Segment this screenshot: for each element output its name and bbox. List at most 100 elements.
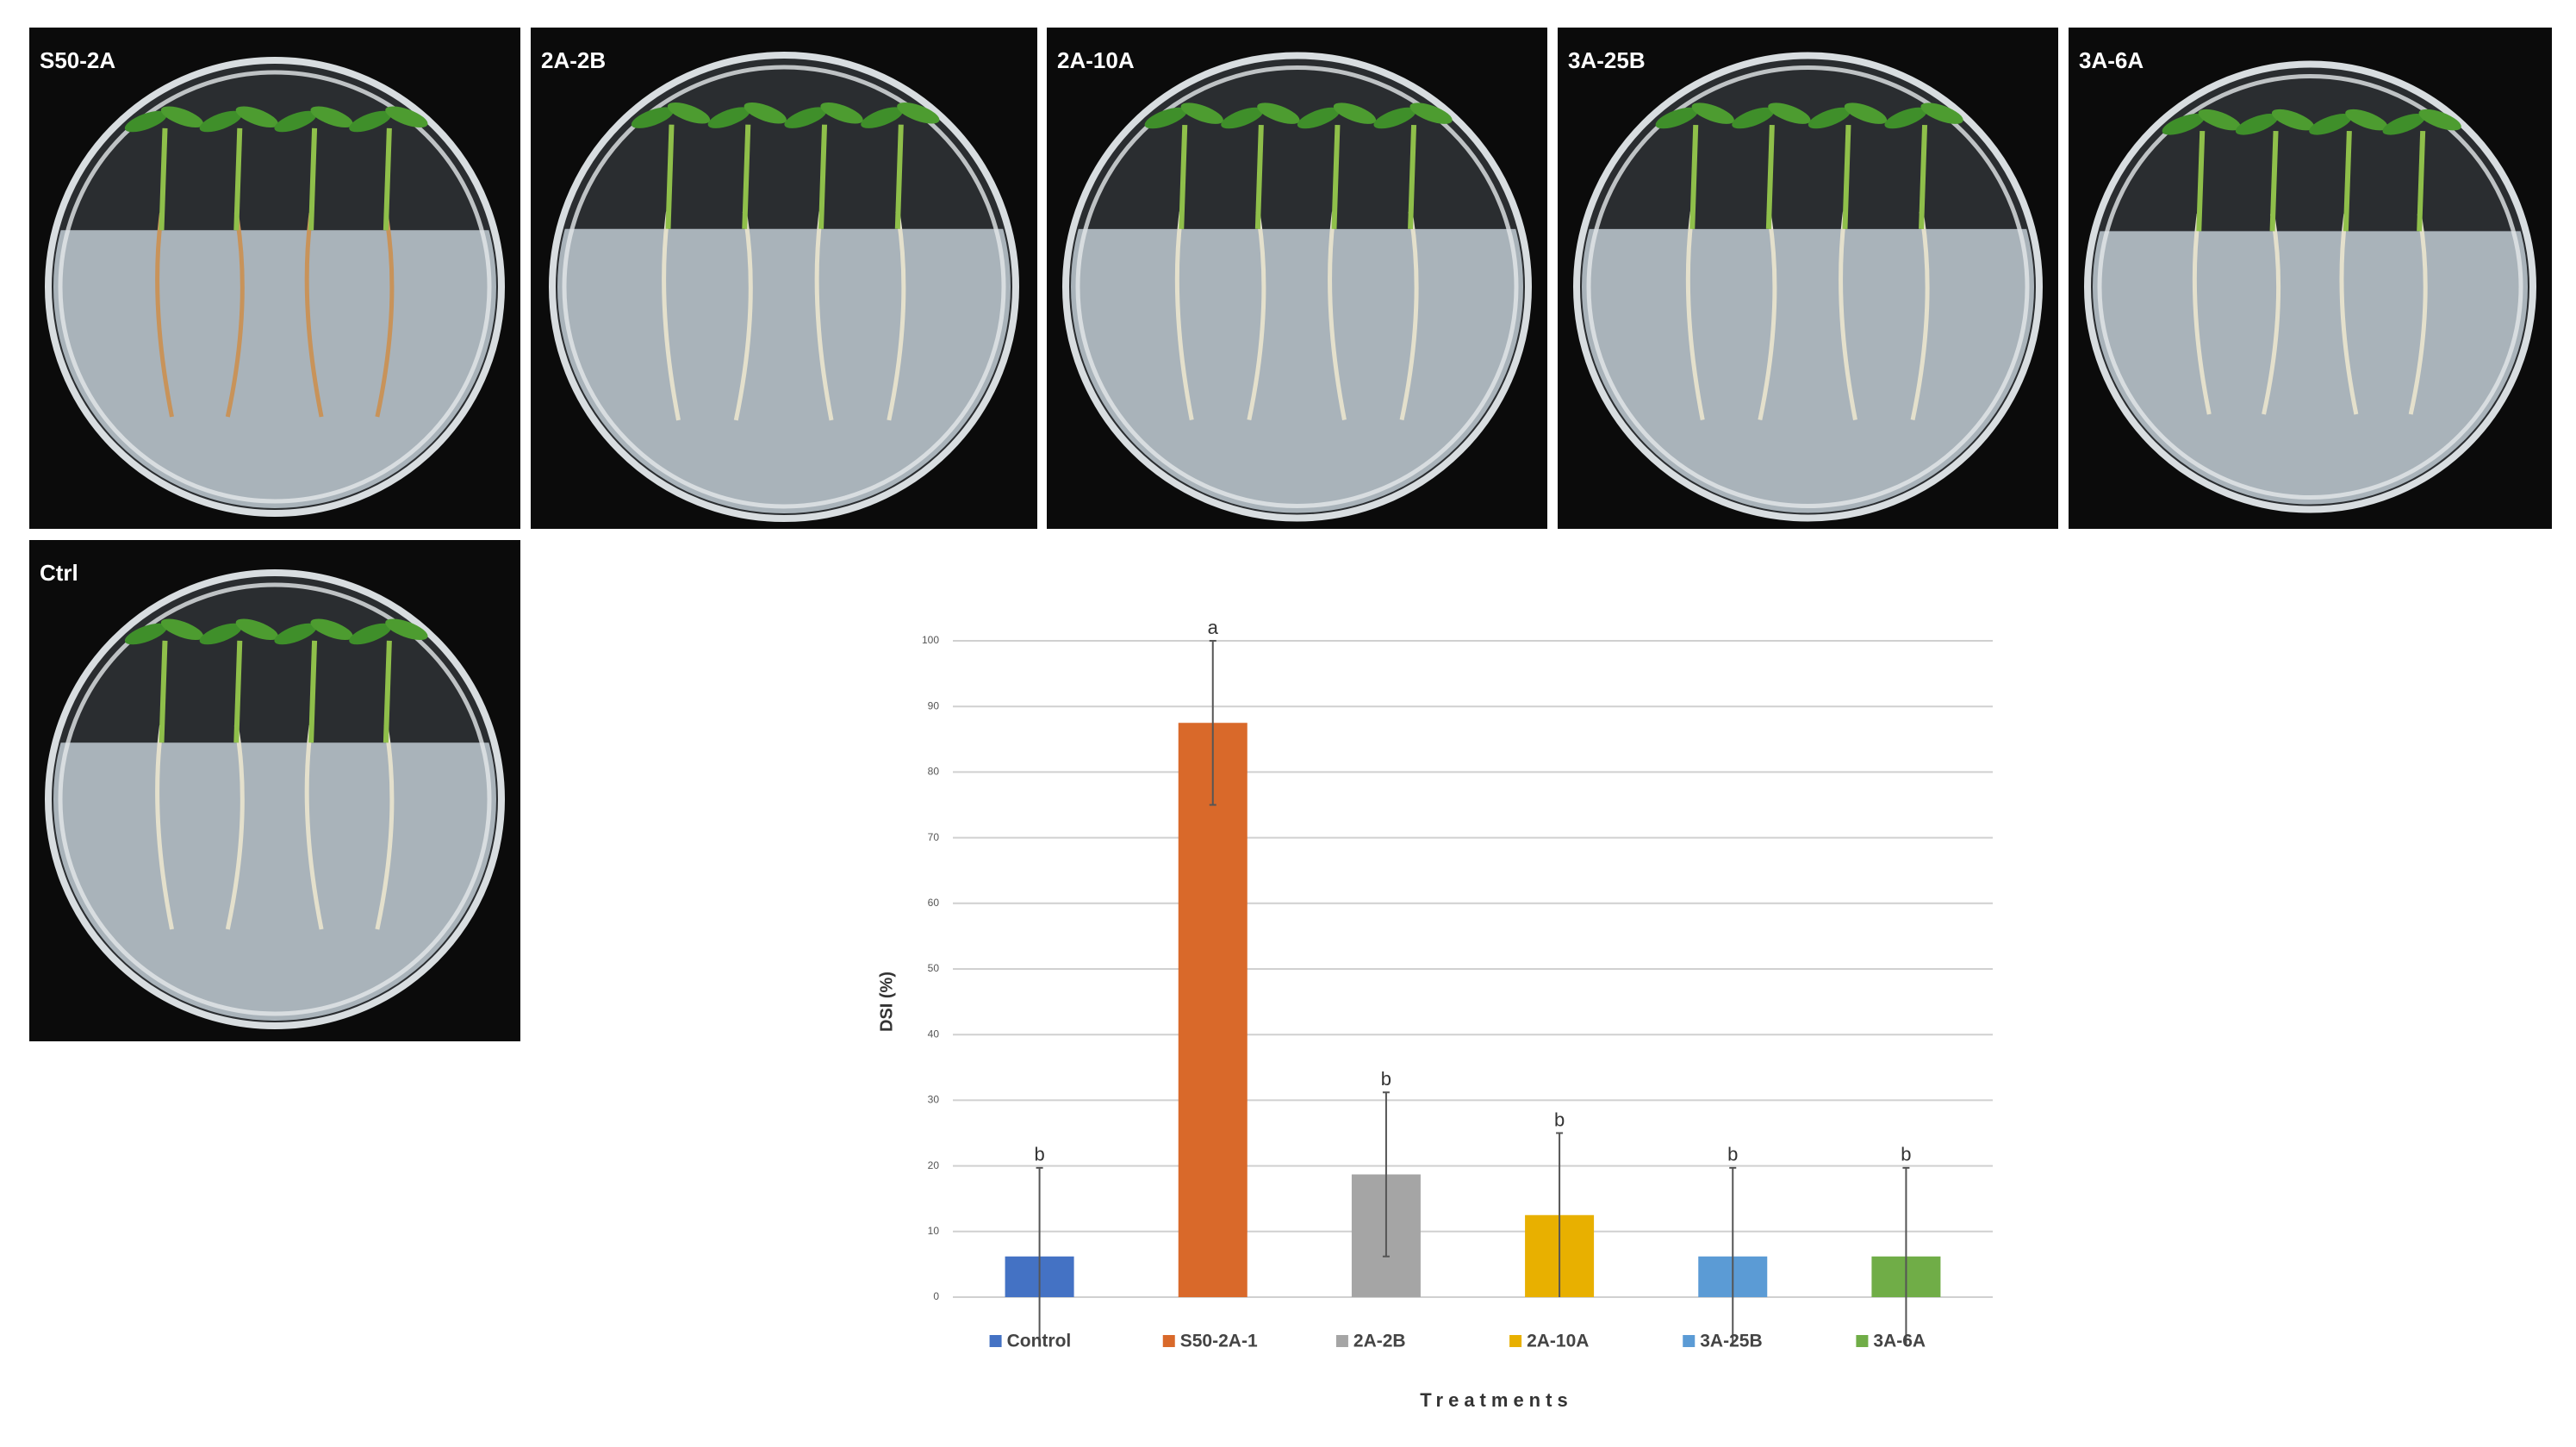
stem xyxy=(308,127,318,231)
stem xyxy=(159,640,168,743)
leaf xyxy=(897,102,940,124)
significance-letter: b xyxy=(1381,1068,1391,1090)
leaf xyxy=(2382,114,2425,135)
y-tick-label: 0 xyxy=(933,1290,939,1302)
root xyxy=(2408,213,2428,415)
stem xyxy=(233,127,243,231)
photo-panel: 2A-10A xyxy=(1047,28,1547,529)
legend-swatch xyxy=(989,1335,1002,1347)
panel-label: 2A-2B xyxy=(541,47,606,73)
leaf xyxy=(1691,102,1734,124)
leaf xyxy=(1333,102,1377,124)
photo-panel: 3A-25B xyxy=(1558,28,2058,529)
leaf xyxy=(1920,102,1963,124)
leaf xyxy=(1844,102,1888,124)
x-axis-label: Treatments xyxy=(1420,1389,1572,1411)
root xyxy=(1399,211,1419,421)
leaf xyxy=(1409,102,1453,124)
leaf xyxy=(707,107,750,128)
leaf xyxy=(667,102,711,124)
leaf xyxy=(631,107,675,128)
root xyxy=(375,212,395,418)
legend-label: S50-2A-1 xyxy=(1180,1332,1258,1351)
leaf xyxy=(1221,107,1264,129)
root xyxy=(304,724,324,930)
significance-letter: a xyxy=(1208,617,1219,638)
panel-label: 2A-10A xyxy=(1057,47,1135,73)
leaf xyxy=(2235,114,2279,135)
photo-panel: 3A-6A xyxy=(2069,28,2552,529)
significance-letter: b xyxy=(1554,1109,1565,1130)
leaf xyxy=(861,107,904,128)
panel-label: 3A-6A xyxy=(2079,47,2144,73)
root xyxy=(1758,211,1777,421)
leaf xyxy=(274,110,317,133)
legend-label: Control xyxy=(1007,1332,1072,1351)
root xyxy=(304,212,324,418)
root xyxy=(1247,211,1266,421)
root xyxy=(887,211,906,421)
leaf xyxy=(2418,109,2461,131)
leaf xyxy=(385,618,428,641)
y-tick-label: 30 xyxy=(928,1094,940,1106)
y-tick-label: 100 xyxy=(922,634,939,646)
stem xyxy=(2269,130,2279,232)
y-axis-label: DSI (%) xyxy=(877,972,896,1032)
legend-swatch xyxy=(1683,1335,1696,1347)
root xyxy=(375,724,395,930)
y-tick-label: 50 xyxy=(928,962,940,974)
panel-label: S50-2A xyxy=(40,47,115,73)
significance-letter: b xyxy=(1901,1144,1911,1165)
root xyxy=(733,211,753,421)
stem xyxy=(894,124,904,229)
leaf xyxy=(1732,107,1775,129)
root xyxy=(1328,211,1347,421)
stem xyxy=(1919,124,1928,229)
y-tick-label: 10 xyxy=(928,1225,940,1237)
root xyxy=(155,724,174,930)
leaf xyxy=(744,102,787,124)
stem xyxy=(2417,130,2426,232)
root xyxy=(1685,211,1705,421)
dish-rim xyxy=(1586,65,2030,508)
leaf xyxy=(235,106,278,128)
y-tick-label: 40 xyxy=(928,1028,940,1040)
dish-rim xyxy=(58,70,492,504)
leaf xyxy=(1808,107,1851,129)
stem xyxy=(308,640,318,743)
stem xyxy=(1408,124,1417,229)
leaf xyxy=(274,623,317,645)
significance-letter: b xyxy=(1034,1144,1044,1165)
legend-swatch xyxy=(1509,1335,1522,1347)
stem xyxy=(2343,130,2352,232)
stem xyxy=(1689,124,1699,229)
leaf xyxy=(2162,114,2205,135)
root xyxy=(1174,211,1194,421)
legend-label: 2A-10A xyxy=(1527,1332,1589,1351)
dish-rim xyxy=(58,582,492,1016)
leaf xyxy=(1257,102,1300,124)
leaf xyxy=(349,623,392,645)
stem xyxy=(818,124,828,229)
leaf xyxy=(1884,107,1927,129)
stem xyxy=(1254,124,1264,229)
leaf xyxy=(124,623,168,645)
photo-panel: S50-2A xyxy=(29,28,520,529)
stem xyxy=(1331,124,1341,229)
leaf xyxy=(160,618,204,641)
root xyxy=(1839,211,1857,421)
stem xyxy=(742,124,751,229)
y-tick-label: 90 xyxy=(928,699,940,711)
panel-label: 3A-25B xyxy=(1568,47,1646,73)
root xyxy=(155,212,174,418)
leaf xyxy=(2271,109,2315,131)
legend-label: 3A-6A xyxy=(1873,1332,1926,1351)
stem xyxy=(383,127,392,231)
legend-label: 2A-2B xyxy=(1353,1332,1406,1351)
root xyxy=(1910,211,1930,421)
leaf xyxy=(1373,107,1416,129)
legend-swatch xyxy=(1856,1335,1869,1347)
leaf xyxy=(160,106,204,128)
root xyxy=(2339,214,2359,415)
